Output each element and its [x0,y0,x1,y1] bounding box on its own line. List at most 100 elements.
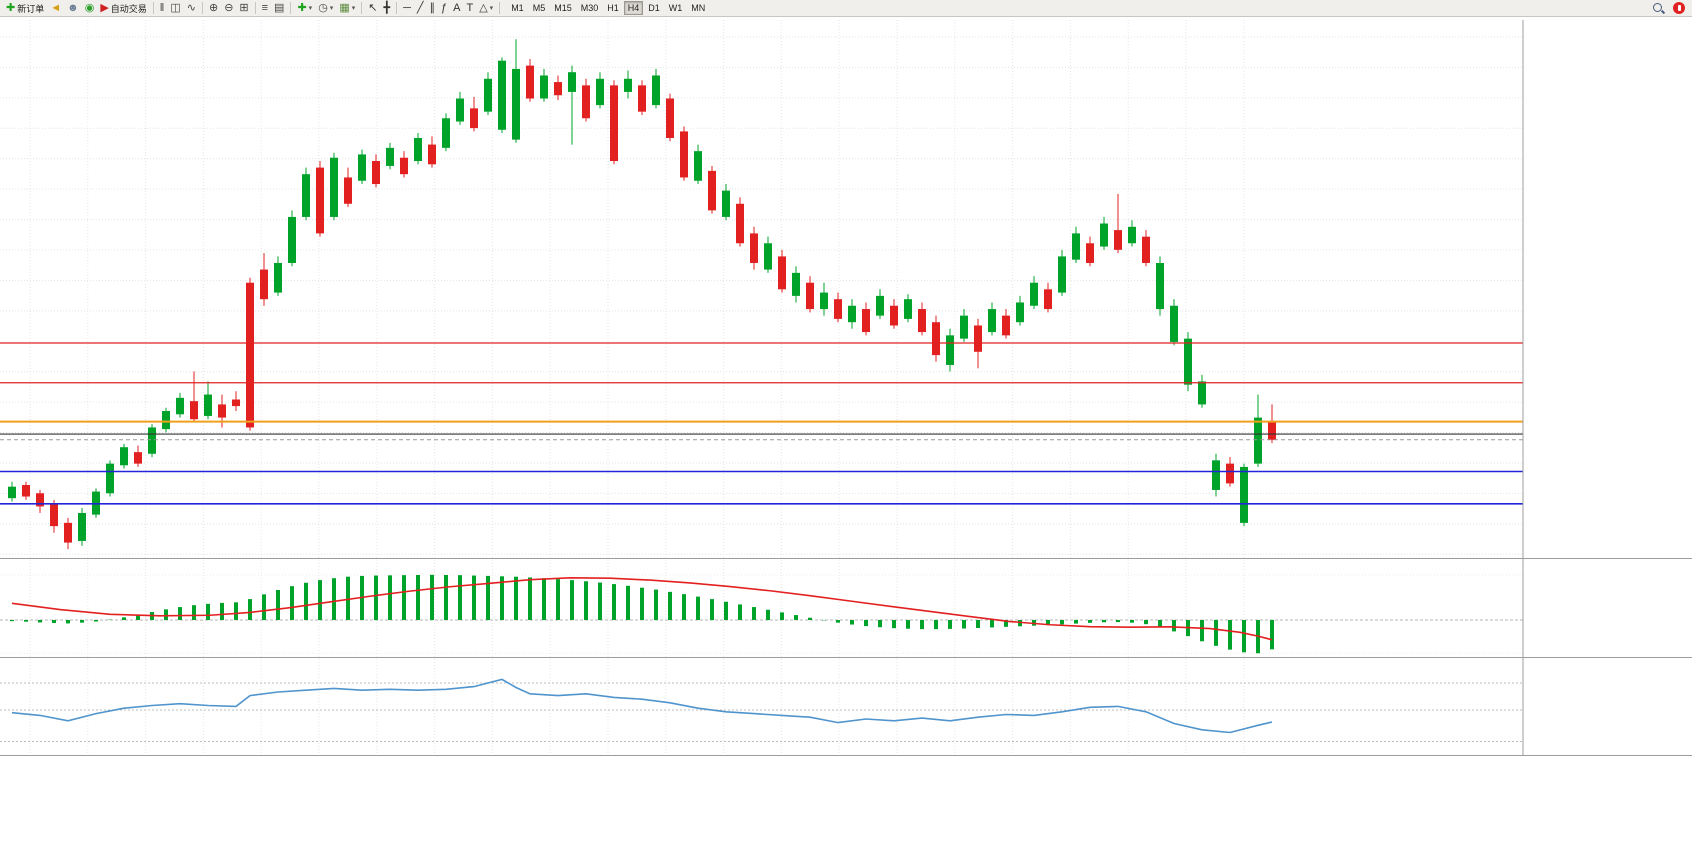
candle-body [862,309,870,333]
label-tool-icon: T [466,2,474,14]
line-chart-button[interactable]: ∿ [184,1,199,15]
fibonacci-tool-button[interactable]: ƒ [438,1,450,15]
timeframe-button-m5[interactable]: M5 [532,3,546,13]
candlestick-chart-button[interactable]: ◫ [167,1,183,15]
auto-trading-icon: ▶ [100,2,109,14]
add-indicator-button[interactable]: ✚ ▾ [294,1,315,15]
candle-body [554,82,562,96]
shapes-icon: △ [479,2,488,14]
candle-body [876,295,884,316]
candle-body [540,75,548,99]
candle-body [1128,226,1136,244]
hline-tool-button[interactable]: ─ [400,1,414,15]
macd-signal-line [11,577,1273,641]
caret-down-icon: ▾ [329,5,334,12]
candle-body [1086,243,1094,263]
candle-body [1212,460,1220,490]
trendline-tool-button[interactable]: ╱ [414,1,427,15]
timeframe-button-m30[interactable]: M30 [580,3,599,13]
bar-chart-button[interactable]: ‖ [157,1,168,15]
caret-down-icon: ▾ [308,5,313,12]
candle-body [1030,282,1038,306]
crosshair-icon: ╋ [383,2,391,14]
candle-body [344,177,352,204]
tile-windows-button[interactable]: ⊞ [236,1,251,15]
indicators-list-button[interactable]: ≡ [259,1,271,15]
timeframe-button-h4[interactable]: H4 [623,1,644,15]
candle-body [722,190,730,217]
data-window-button[interactable]: ▤ [271,1,287,15]
candle-body [288,216,296,263]
label-tool-button[interactable]: T [463,1,476,15]
timeframe-button-d1[interactable]: D1 [648,3,660,13]
timeframe-toolbar: M1 M5 M15 M30 H1 H4 D1 W1 MN [507,1,709,15]
announcement-button[interactable]: ◄ [47,1,64,15]
candle-body [8,486,16,499]
candle-body [526,65,534,99]
auto-trading-button[interactable]: ▶ 自动交易 [97,1,149,15]
candle-body [120,447,128,466]
bar-chart-icon: ‖ [159,2,165,14]
candle-body [1240,466,1248,523]
timeframe-button-h1[interactable]: H1 [607,3,619,13]
timeframe-button-m1[interactable]: M1 [511,3,524,13]
auto-trading-label: 自动交易 [110,3,147,14]
periods-button[interactable]: ◷ ▾ [315,1,336,15]
candle-body [1268,420,1276,440]
community-icon: ☻ [67,2,79,14]
hline-tool-icon: ─ [403,2,411,14]
candle-body [470,108,478,129]
search-icon[interactable] [1652,2,1665,15]
candle-body [904,299,912,319]
templates-icon: ▦ [339,2,350,14]
candle-body [1100,223,1108,247]
new-order-label: 新订单 [17,3,45,14]
candle-body [918,309,926,333]
periods-icon: ◷ [318,2,328,14]
candle-body [456,98,464,122]
crosshair-button[interactable]: ╋ [380,1,393,15]
trendline-tool-icon: ╱ [416,2,424,14]
candle-body [1142,236,1150,263]
candle-body [204,394,212,416]
globe-button[interactable]: ◉ [82,1,98,15]
toolbar-separator [290,2,292,14]
channel-tool-button[interactable]: ∥ [427,1,439,15]
zoom-out-button[interactable]: ⊖ [221,1,236,15]
chart-canvas[interactable] [0,17,1692,841]
candle-body [50,503,58,527]
line-chart-icon: ∿ [186,2,196,14]
candle-body [890,305,898,326]
toolbar-separator [201,2,203,14]
candle-body [736,203,744,244]
candle-body [316,167,324,234]
notification-badge-icon[interactable] [1673,2,1685,14]
candle-body [988,309,996,333]
candle-body [1198,381,1206,405]
timeframe-button-w1[interactable]: W1 [668,3,683,13]
candle-body [708,170,716,211]
candle-body [1016,302,1024,323]
text-tool-button[interactable]: A [450,1,463,15]
candle-body [1072,233,1080,260]
candle-body [1226,463,1234,484]
candle-body [218,404,226,418]
candle-body [64,522,72,543]
candle-body [932,322,940,356]
candle-body [386,147,394,166]
candle-body [1002,315,1010,336]
candle-body [400,157,408,175]
toolbar-separator [361,2,363,14]
candle-body [358,154,366,181]
add-indicator-icon: ✚ [297,2,307,14]
timeframe-button-mn[interactable]: MN [691,3,706,13]
timeframe-button-m15[interactable]: M15 [554,3,572,13]
candle-body [946,335,954,365]
shapes-button[interactable]: △ ▾ [476,1,496,15]
community-button[interactable]: ☻ [64,1,82,15]
templates-button[interactable]: ▦ ▾ [336,1,358,15]
zoom-in-button[interactable]: ⊕ [206,1,221,15]
candle-body [624,78,632,92]
new-order-button[interactable]: ✚ 新订单 [3,1,47,15]
cursor-button[interactable]: ↖ [365,1,380,15]
